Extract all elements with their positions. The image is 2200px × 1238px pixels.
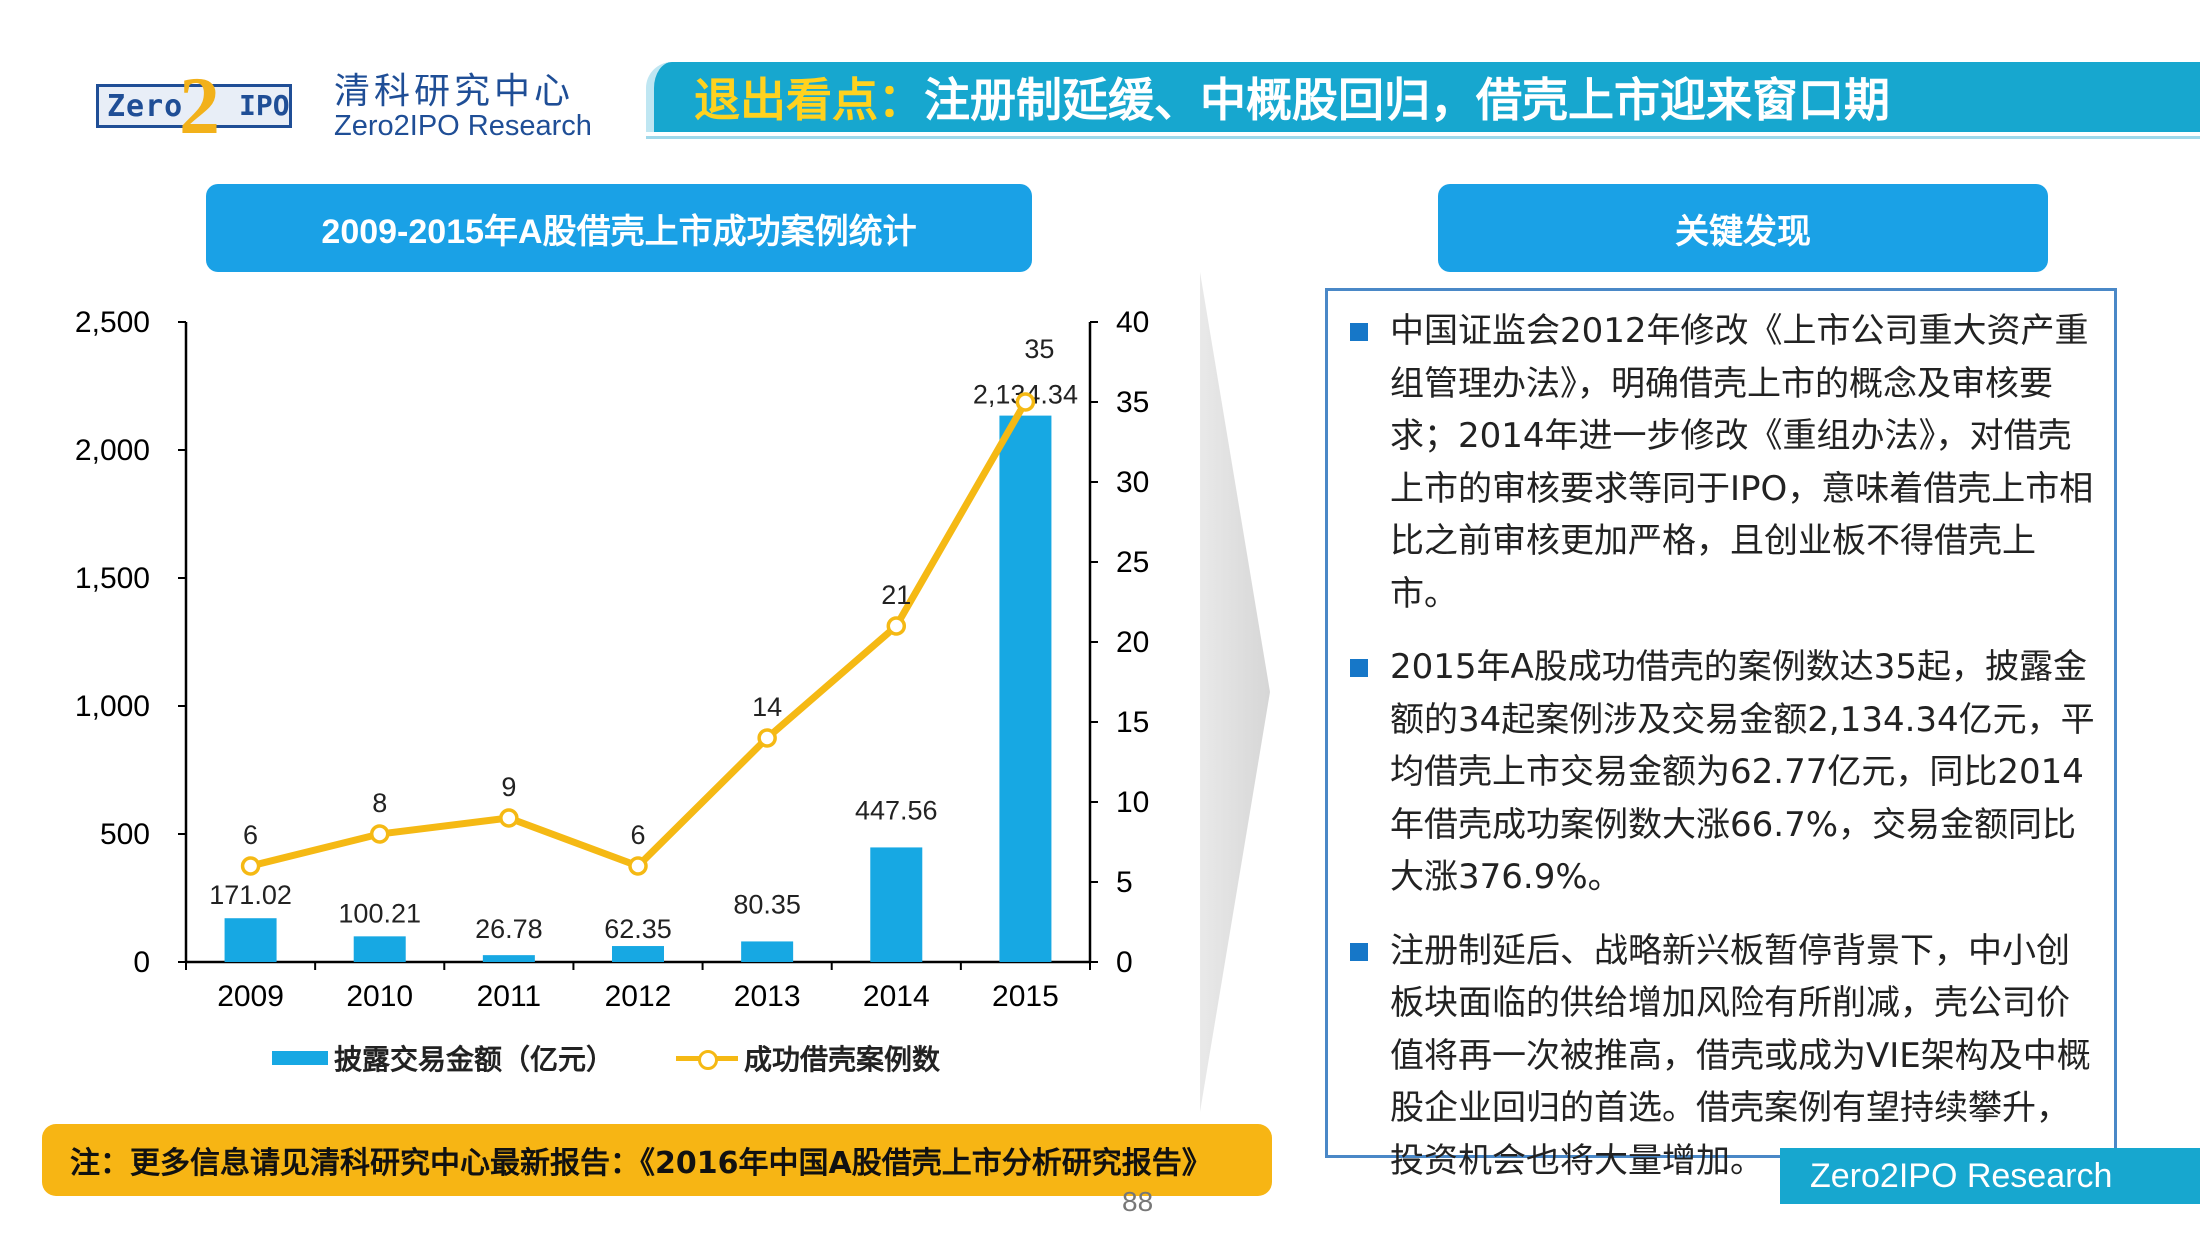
page-title-highlight: 退出看点： bbox=[694, 73, 924, 127]
line-point bbox=[499, 808, 519, 828]
findings-panel: 中国证监会2012年修改《上市公司重大资产重组管理办法》，明确借壳上市的概念及审… bbox=[1325, 288, 2117, 1181]
combo-chart: 0 500 1,000 1,500 2,000 2,500 0 5 10 15 20 25 30 35 40… bbox=[75, 306, 1149, 1013]
logo: Zero 2 IPO bbox=[96, 65, 292, 147]
square-bullet-icon bbox=[1350, 942, 1368, 961]
bar-data-label: 447.56 bbox=[855, 795, 938, 825]
line-point bbox=[886, 616, 907, 636]
line-point bbox=[757, 728, 777, 748]
y-right-tick-label: 10 bbox=[1116, 786, 1149, 819]
x-tick-label: 2013 bbox=[734, 980, 801, 1013]
y-right-tick-label: 15 bbox=[1116, 706, 1149, 739]
legend-label-bar: 披露交易金额（亿元） bbox=[334, 1043, 615, 1076]
bar bbox=[612, 946, 664, 962]
y-left-tick-label: 1,500 bbox=[75, 562, 150, 595]
line-point bbox=[628, 856, 648, 876]
square-bullet-icon bbox=[1350, 323, 1368, 341]
logo-text-zero: Zero bbox=[107, 88, 184, 124]
page-title-bar: 退出看点： 注册制延缓、中概股回归，借壳上市迎来窗口期 bbox=[646, 62, 2200, 132]
title-divider bbox=[646, 136, 2200, 139]
y-left-tick-label: 1,000 bbox=[75, 690, 150, 723]
bar-data-label: 62.35 bbox=[604, 914, 672, 944]
finding-item: 中国证监会2012年修改《上市公司重大资产重组管理办法》，明确借壳上市的概念及审… bbox=[1346, 305, 2096, 620]
line-data-label: 14 bbox=[752, 692, 782, 722]
bar bbox=[870, 847, 923, 962]
y-right-tick-label: 35 bbox=[1116, 386, 1149, 419]
x-tick-label: 2009 bbox=[217, 980, 284, 1013]
y-left-tick-label: 2,000 bbox=[75, 434, 150, 467]
y-right-tick-label: 5 bbox=[1116, 866, 1133, 899]
bar bbox=[999, 415, 1052, 962]
finding-text: 中国证监会2012年修改《上市公司重大资产重组管理办法》，明确借壳上市的概念及审… bbox=[1390, 311, 2094, 614]
finding-text: 2015年A股成功借壳的案例数达35起，披露金额的34起案例涉及交易金额2,13… bbox=[1390, 647, 2095, 897]
bar bbox=[353, 936, 406, 962]
bar-data-label: 26.78 bbox=[475, 914, 543, 944]
y-right-tick-label: 20 bbox=[1116, 626, 1149, 659]
logo-text-two: 2 bbox=[179, 60, 220, 151]
bar bbox=[224, 918, 277, 962]
brand-name-cn: 清科研究中心 bbox=[334, 71, 575, 112]
y-right-tick-label: 30 bbox=[1116, 466, 1149, 499]
finding-item: 注册制延后、战略新兴板暂停背景下，中小创板块面临的供给增加风险有所削减，壳公司价… bbox=[1346, 925, 2096, 1188]
legend-label-line: 成功借壳案例数 bbox=[744, 1043, 941, 1076]
line-data-label: 6 bbox=[630, 820, 645, 850]
line-point bbox=[240, 856, 261, 876]
finding-item: 2015年A股成功借壳的案例数达35起，披露金额的34起案例涉及交易金额2,13… bbox=[1346, 641, 2096, 904]
line-data-label: 21 bbox=[881, 580, 911, 610]
page-number: 88 bbox=[1122, 1186, 1154, 1217]
x-tick-label: 2014 bbox=[863, 980, 930, 1013]
bar-data-label: 171.02 bbox=[209, 880, 292, 910]
brand-name-en: Zero2IPO Research bbox=[334, 110, 592, 142]
y-left-tick-label: 0 bbox=[133, 946, 150, 979]
logo-text-ipo: IPO bbox=[239, 89, 290, 122]
legend-swatch-line bbox=[676, 1048, 739, 1070]
chevron-arrow-icon bbox=[1200, 272, 1270, 1112]
findings-title: 关键发现 bbox=[1438, 184, 2048, 272]
source-note: 注：更多信息请见清科研究中心最新报告：《2016年中国A股借壳上市分析研究报告》 bbox=[42, 1124, 1272, 1196]
x-tick-label: 2011 bbox=[477, 980, 542, 1013]
x-tick-label: 2012 bbox=[605, 980, 672, 1013]
x-tick-label: 2015 bbox=[992, 980, 1059, 1013]
line-data-label: 35 bbox=[1024, 334, 1054, 364]
line-data-label: 8 bbox=[372, 788, 387, 818]
line-point bbox=[369, 824, 390, 844]
page-title: 注册制延缓、中概股回归，借壳上市迎来窗口期 bbox=[924, 73, 1890, 127]
x-tick-label: 2010 bbox=[346, 980, 413, 1013]
bar-data-label: 100.21 bbox=[338, 898, 421, 928]
chart-title: 2009-2015年A股借壳上市成功案例统计 bbox=[206, 184, 1032, 272]
footer-brand: Zero2IPO Research bbox=[1780, 1148, 2200, 1204]
y-right-tick-label: 25 bbox=[1116, 546, 1149, 579]
line-point bbox=[1015, 392, 1036, 412]
chart-legend: 披露交易金额（亿元） 成功借壳案例数 bbox=[272, 1038, 940, 1078]
line-data-label: 9 bbox=[501, 772, 516, 802]
y-left-tick-label: 500 bbox=[100, 818, 150, 851]
y-left-tick-label: 2,500 bbox=[75, 306, 150, 339]
y-right-tick-label: 40 bbox=[1116, 306, 1149, 339]
finding-text: 注册制延后、战略新兴板暂停背景下，中小创板块面临的供给增加风险有所削减，壳公司价… bbox=[1390, 930, 2091, 1181]
bar-data-label: 80.35 bbox=[733, 889, 801, 919]
bar bbox=[482, 955, 535, 962]
line-data-label: 6 bbox=[243, 820, 258, 850]
legend-swatch-bar bbox=[272, 1051, 328, 1065]
bar bbox=[741, 941, 794, 962]
y-right-tick-label: 0 bbox=[1116, 946, 1133, 979]
square-bullet-icon bbox=[1350, 659, 1368, 677]
